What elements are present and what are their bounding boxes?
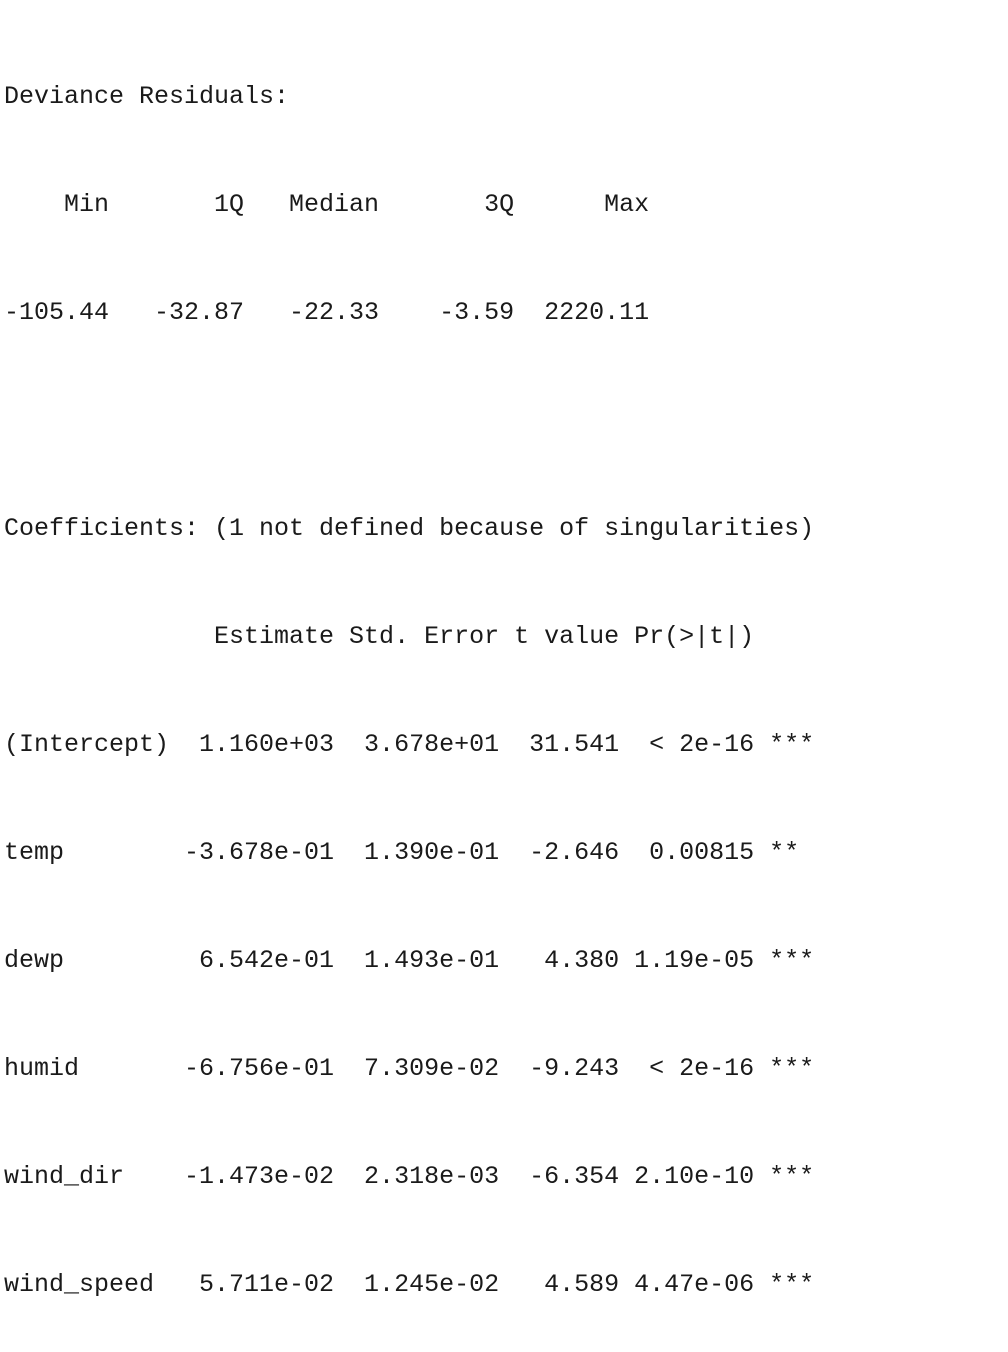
r-console-output: Deviance Residuals: Min 1Q Median 3Q Max… <box>4 7 934 1352</box>
coef-row-wind-dir: wind_dir -1.473e-02 2.318e-03 -6.354 2.1… <box>4 1162 815 1191</box>
coef-row-humid: humid -6.756e-01 7.309e-02 -9.243 < 2e-1… <box>4 1054 815 1083</box>
coef-row-temp: temp -3.678e-01 1.390e-01 -2.646 0.00815… <box>4 838 815 867</box>
coefficients-header: Estimate Std. Error t value Pr(>|t|) <box>4 622 815 651</box>
coef-row-intercept: (Intercept) 1.160e+03 3.678e+01 31.541 <… <box>4 730 815 759</box>
coefficients-title: Coefficients: (1 not defined because of … <box>4 514 815 543</box>
residuals-header: Min 1Q Median 3Q Max <box>4 190 680 219</box>
blank-line <box>4 403 934 439</box>
residuals-values: -105.44 -32.87 -22.33 -3.59 2220.11 <box>4 298 680 327</box>
coef-row-dewp: dewp 6.542e-01 1.493e-01 4.380 1.19e-05 … <box>4 946 815 975</box>
residuals-title: Deviance Residuals: <box>4 82 290 111</box>
coef-row-wind-speed: wind_speed 5.711e-02 1.245e-02 4.589 4.4… <box>4 1270 815 1299</box>
